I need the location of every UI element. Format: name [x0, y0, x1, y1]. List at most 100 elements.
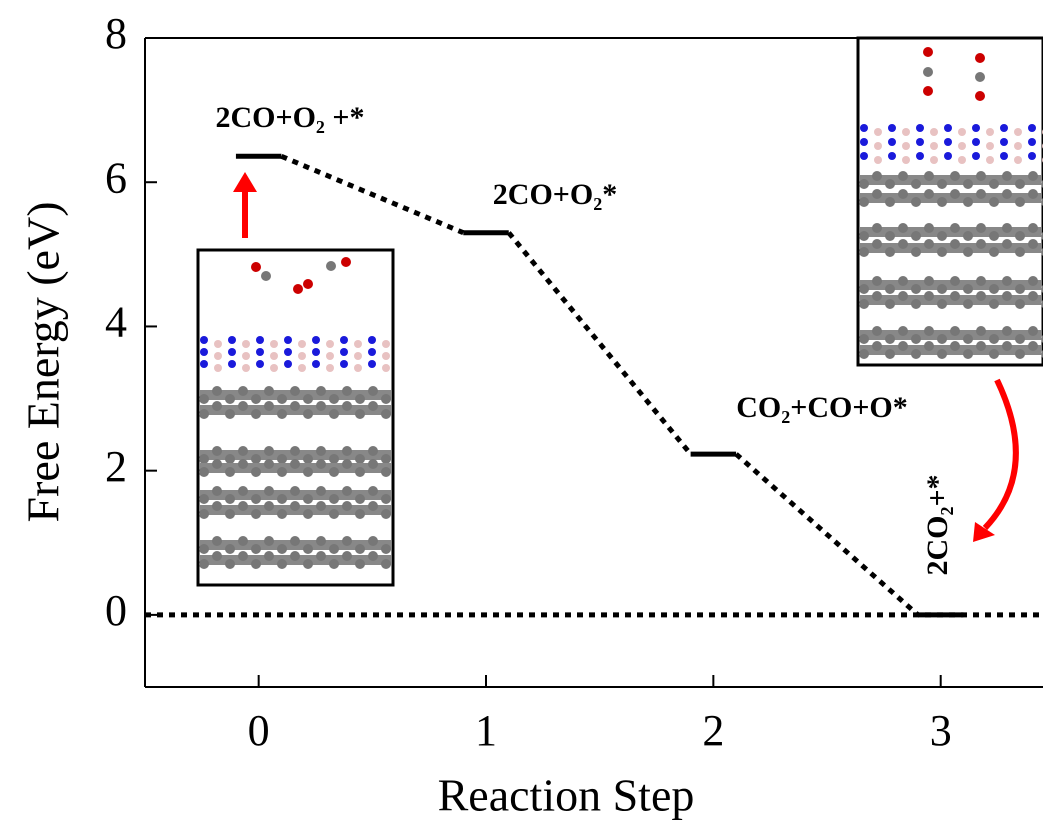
atom: [885, 334, 895, 344]
atom: [911, 231, 921, 241]
atom: [986, 142, 994, 150]
atom: [898, 171, 908, 181]
atom: [303, 409, 313, 419]
y-tick-label: 8: [105, 9, 127, 58]
x-tick-label: 2: [702, 706, 724, 755]
atom: [885, 247, 895, 257]
atom: [290, 486, 300, 496]
atom: [329, 409, 339, 419]
atom: [264, 486, 274, 496]
atom: [355, 394, 365, 404]
atom: [1000, 138, 1008, 146]
atom: [898, 341, 908, 351]
atom: [976, 189, 986, 199]
atom: [238, 536, 248, 546]
atom: [916, 138, 924, 146]
atom: [972, 152, 980, 160]
atom: [355, 559, 365, 569]
atom: [256, 336, 264, 344]
atom: [911, 299, 921, 309]
atom: [986, 128, 994, 136]
atom: [911, 179, 921, 189]
atom: [312, 360, 320, 368]
atom: [342, 386, 352, 396]
atom: [342, 459, 352, 469]
atom: [859, 247, 869, 257]
atom: [885, 197, 895, 207]
atom: [368, 551, 378, 561]
atom: [888, 124, 896, 132]
atom: [937, 334, 947, 344]
atom: [355, 409, 365, 419]
atom: [316, 536, 326, 546]
atom: [924, 171, 934, 181]
atom: [950, 223, 960, 233]
atom: [381, 509, 391, 519]
atom: [911, 349, 921, 359]
structure-inset: [856, 36, 1043, 367]
atom: [898, 189, 908, 199]
atom: [930, 142, 938, 150]
atom: [911, 197, 921, 207]
atom: [1002, 223, 1012, 233]
atom: [238, 446, 248, 456]
atom: [354, 364, 362, 372]
atom: [200, 360, 208, 368]
atom: [284, 348, 292, 356]
atom: [225, 494, 235, 504]
y-axis-title: Free Energy (eV): [18, 201, 69, 522]
atom: [264, 551, 274, 561]
atom: [930, 156, 938, 164]
connector: [280, 153, 465, 236]
atom: [225, 559, 235, 569]
atom: [1015, 299, 1025, 309]
atom: [975, 53, 985, 63]
atom: [923, 86, 933, 96]
atom: [277, 394, 287, 404]
atom: [368, 486, 378, 496]
atom: [199, 494, 209, 504]
atom: [312, 348, 320, 356]
atom: [1028, 326, 1038, 336]
atom: [251, 494, 261, 504]
atom: [251, 467, 261, 477]
atom: [1014, 128, 1022, 136]
atom: [290, 551, 300, 561]
atom: [264, 401, 274, 411]
x-tick-label: 0: [248, 706, 270, 755]
atom: [924, 341, 934, 351]
x-tick-label: 1: [475, 706, 497, 755]
atom: [1028, 341, 1038, 351]
atom: [924, 223, 934, 233]
atom: [1015, 349, 1025, 359]
atom: [212, 401, 222, 411]
atom: [963, 231, 973, 241]
atom: [1014, 142, 1022, 150]
atom: [355, 544, 365, 554]
atom: [885, 231, 895, 241]
atom: [303, 454, 313, 464]
atom: [1014, 156, 1022, 164]
atom: [277, 544, 287, 554]
atom: [264, 501, 274, 511]
atom: [368, 501, 378, 511]
atom: [251, 559, 261, 569]
atom: [354, 352, 362, 360]
atom: [963, 349, 973, 359]
level-label: 2CO+O₂*: [493, 178, 617, 211]
atom: [256, 360, 264, 368]
atom: [326, 364, 334, 372]
atom: [238, 501, 248, 511]
atom: [930, 128, 938, 136]
atom: [270, 352, 278, 360]
arrow-head: [233, 172, 257, 192]
atom: [200, 348, 208, 356]
atom: [303, 509, 313, 519]
atom: [256, 348, 264, 356]
atom: [859, 334, 869, 344]
atom: [329, 559, 339, 569]
atom: [270, 364, 278, 372]
atom: [382, 340, 390, 348]
atom: [872, 171, 882, 181]
atom: [251, 262, 261, 272]
